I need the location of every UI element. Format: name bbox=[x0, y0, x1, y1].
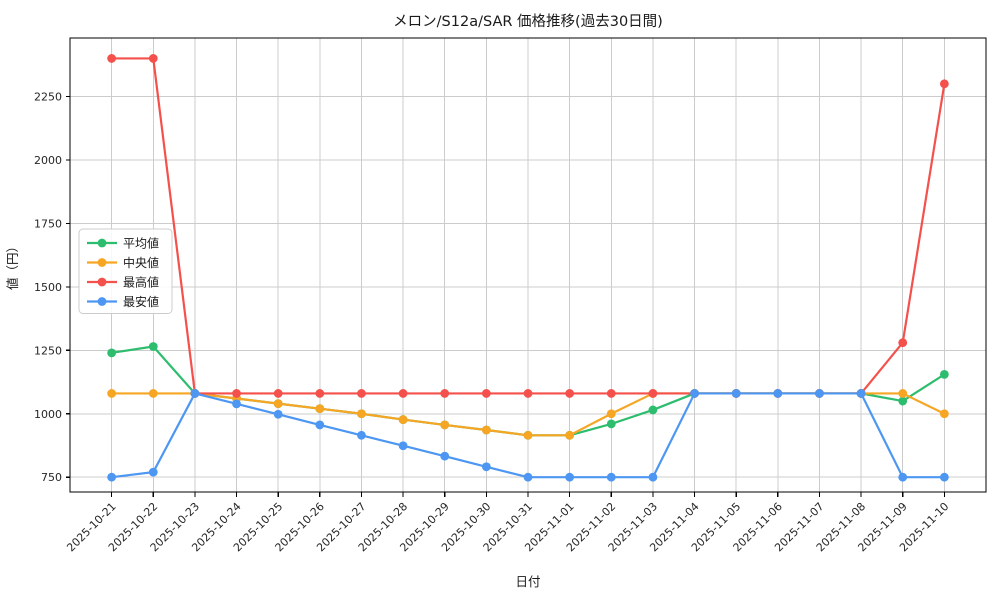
data-point-最安値 bbox=[815, 389, 824, 398]
data-point-最安値 bbox=[898, 472, 908, 482]
legend-marker bbox=[97, 297, 107, 306]
data-point-最安値 bbox=[357, 430, 366, 440]
data-point-平均値 bbox=[606, 419, 616, 429]
data-point-中央値 bbox=[273, 399, 283, 408]
y-tick-label: 1750 bbox=[34, 217, 62, 230]
data-point-最高値 bbox=[148, 54, 158, 63]
data-point-最高値 bbox=[565, 389, 575, 398]
legend-label-平均値: 平均値 bbox=[123, 236, 159, 251]
chart-title: メロン/S12a/SAR 価格推移(過去30日間) bbox=[393, 13, 663, 30]
data-point-最安値 bbox=[440, 451, 450, 461]
data-point-中央値 bbox=[148, 389, 158, 398]
legend-marker bbox=[97, 238, 107, 248]
data-point-最安値 bbox=[856, 389, 866, 398]
data-point-最安値 bbox=[398, 441, 408, 451]
data-point-最高値 bbox=[440, 389, 450, 398]
x-axis-label: 日付 bbox=[515, 574, 540, 589]
data-point-最安値 bbox=[939, 472, 949, 482]
data-point-最安値 bbox=[190, 389, 200, 398]
data-point-最高値 bbox=[232, 389, 241, 398]
y-axis-label: 値（円） bbox=[5, 240, 20, 290]
data-point-最高値 bbox=[107, 54, 117, 63]
data-point-最高値 bbox=[939, 79, 949, 89]
data-point-最安値 bbox=[148, 467, 158, 477]
data-point-平均値 bbox=[648, 405, 658, 415]
data-point-中央値 bbox=[898, 389, 908, 398]
y-tick-label: 1000 bbox=[34, 408, 62, 421]
data-point-最高値 bbox=[606, 389, 616, 398]
data-point-最安値 bbox=[232, 399, 241, 409]
legend-marker bbox=[97, 277, 107, 287]
legend-label-最高値: 最高値 bbox=[123, 275, 159, 290]
data-point-最安値 bbox=[606, 472, 616, 482]
data-point-中央値 bbox=[481, 425, 491, 435]
y-tick-label: 1250 bbox=[34, 344, 62, 357]
data-point-最安値 bbox=[773, 389, 783, 398]
data-point-最安値 bbox=[523, 472, 533, 482]
legend-marker bbox=[97, 258, 107, 267]
data-point-最高値 bbox=[398, 389, 408, 398]
legend-box bbox=[78, 228, 173, 314]
data-point-中央値 bbox=[606, 409, 616, 419]
y-tick-label: 1500 bbox=[34, 281, 62, 294]
data-point-最高値 bbox=[523, 389, 533, 398]
data-point-最安値 bbox=[565, 472, 575, 482]
legend-label-最安値: 最安値 bbox=[123, 294, 159, 309]
data-point-最安値 bbox=[107, 472, 117, 482]
data-point-中央値 bbox=[440, 420, 450, 430]
data-point-中央値 bbox=[315, 404, 325, 414]
data-point-中央値 bbox=[107, 389, 117, 398]
legend-label-中央値: 中央値 bbox=[123, 255, 159, 270]
y-tick-label: 750 bbox=[41, 471, 62, 484]
data-point-平均値 bbox=[107, 348, 117, 358]
grid-layer bbox=[70, 38, 986, 492]
data-point-平均値 bbox=[898, 396, 908, 406]
data-point-最高値 bbox=[357, 389, 366, 398]
data-point-最安値 bbox=[648, 472, 658, 482]
data-point-中央値 bbox=[357, 409, 366, 419]
data-point-最高値 bbox=[481, 389, 491, 398]
data-point-最安値 bbox=[690, 389, 699, 398]
data-point-最高値 bbox=[898, 338, 908, 348]
series-layer bbox=[107, 54, 949, 482]
data-point-最高値 bbox=[273, 389, 283, 398]
data-point-中央値 bbox=[565, 430, 575, 440]
data-point-中央値 bbox=[398, 415, 408, 424]
data-point-最安値 bbox=[315, 420, 325, 430]
data-point-中央値 bbox=[939, 409, 949, 419]
data-point-最安値 bbox=[273, 409, 283, 419]
data-point-最高値 bbox=[315, 389, 325, 398]
y-tick-label: 2000 bbox=[34, 154, 62, 167]
y-tick-label: 2250 bbox=[34, 91, 62, 104]
data-point-平均値 bbox=[939, 370, 949, 379]
data-point-最安値 bbox=[481, 462, 491, 472]
data-point-最高値 bbox=[648, 389, 658, 398]
data-point-平均値 bbox=[148, 342, 158, 351]
data-point-中央値 bbox=[523, 430, 533, 440]
data-point-最安値 bbox=[731, 389, 741, 398]
